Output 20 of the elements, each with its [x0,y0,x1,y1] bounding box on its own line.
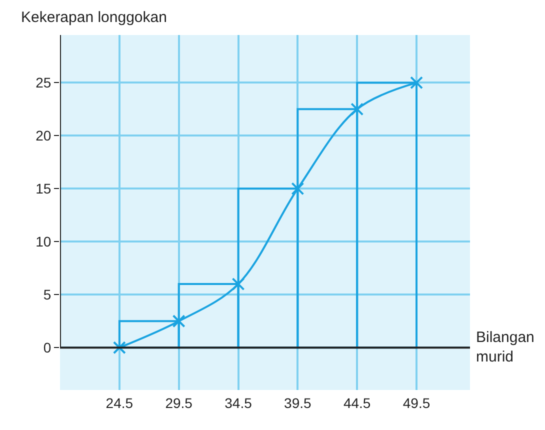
point [232,278,245,291]
point [350,102,364,116]
y-tick-label: 5 [43,286,52,303]
point [172,314,186,328]
point [112,341,126,354]
x-tick-label: 24.5 [106,394,134,411]
y-axis-title: Kekerapan longgokan [21,9,167,26]
y-tick-label: 25 [36,74,52,91]
y-tick-label: 10 [36,234,52,250]
x-tick-label: 29.5 [165,394,193,411]
x-axis-title: Bilangan murid [476,329,534,366]
x-tick-label: 34.5 [224,394,252,411]
point [291,182,304,196]
x-tick-label: 44.5 [343,394,371,411]
point [410,76,424,90]
y-tick-label: 15 [36,180,52,197]
y-tick-label: 20 [36,128,52,144]
x-tick-label: 39.5 [284,394,312,411]
y-tick-label: 0 [43,340,52,356]
x-tick-label: 49.5 [402,394,430,411]
